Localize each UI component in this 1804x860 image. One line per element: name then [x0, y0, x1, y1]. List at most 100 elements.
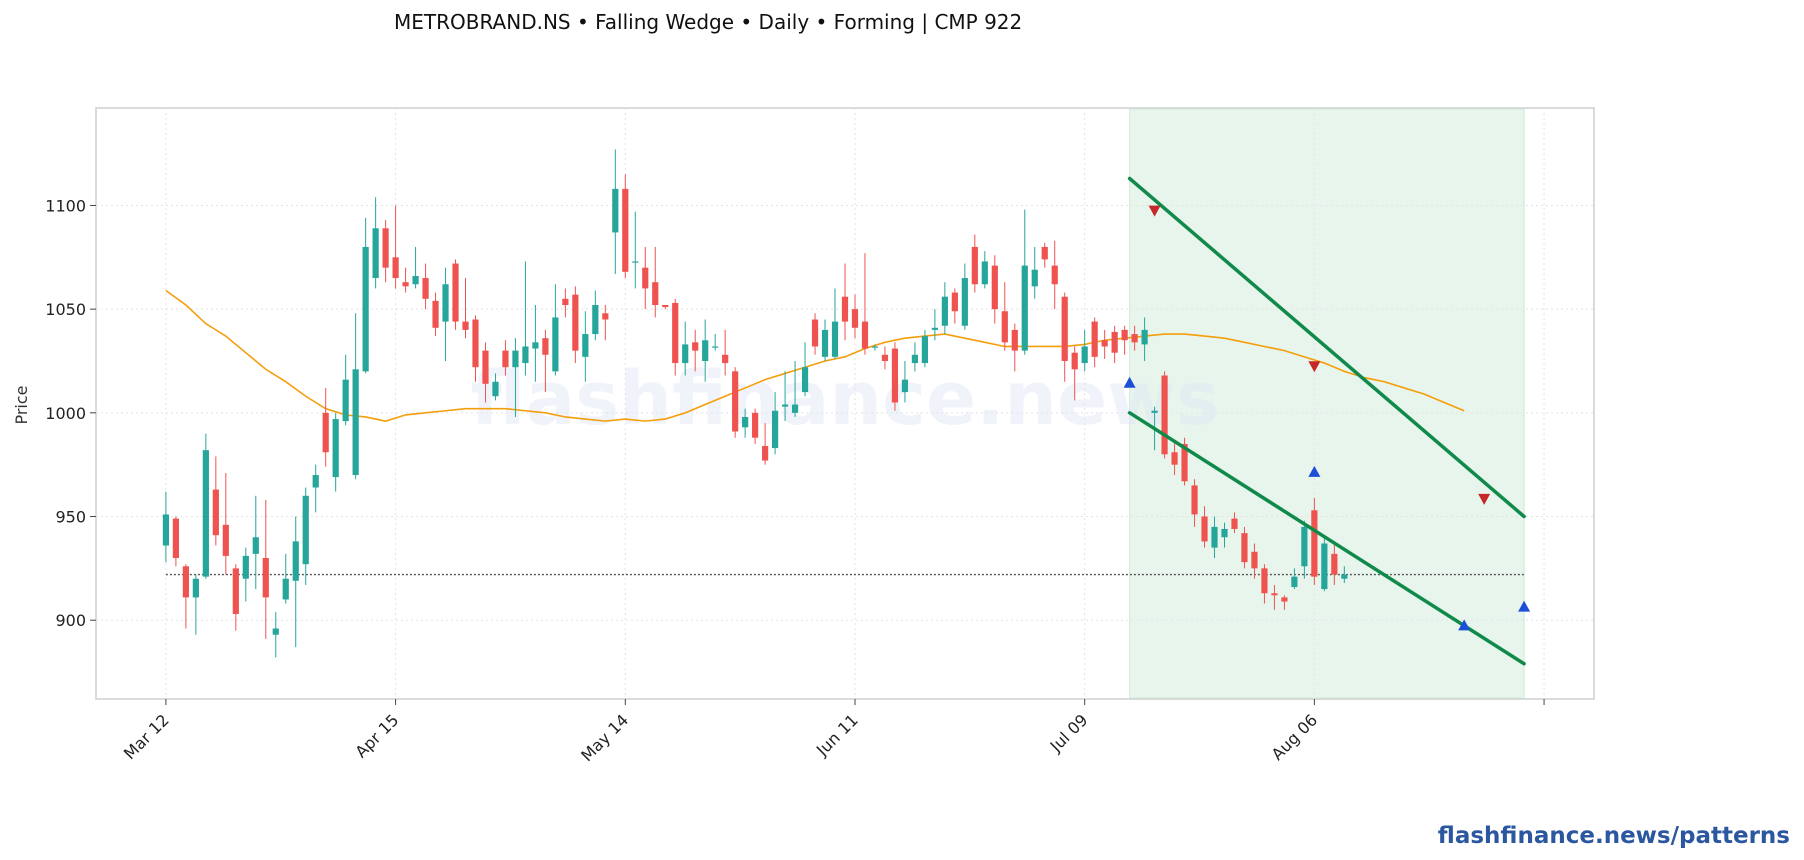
- candle-body: [1061, 296, 1068, 361]
- candle-body: [1281, 597, 1288, 602]
- watermark: flashfinance.news: [470, 356, 1219, 442]
- x-tick-label: Apr 15: [351, 710, 402, 761]
- candle-body: [372, 228, 379, 279]
- candle-body: [442, 284, 449, 322]
- candle-body: [891, 348, 899, 403]
- candle-body: [332, 419, 339, 478]
- candle-body: [971, 246, 978, 285]
- candle-body: [961, 278, 968, 326]
- candle-body: [682, 344, 689, 364]
- candle-body: [1261, 568, 1268, 594]
- candle-body: [582, 334, 589, 357]
- candle-body: [242, 555, 249, 579]
- candle-body: [672, 302, 679, 364]
- trendline-lower: [1127, 411, 1526, 666]
- candle-body: [951, 292, 958, 312]
- candle-body: [632, 261, 639, 263]
- trough-marker: [1308, 465, 1321, 477]
- candle-body: [881, 354, 889, 361]
- candle-body: [282, 578, 289, 600]
- candle-body: [1241, 533, 1248, 563]
- candle-body: [312, 475, 319, 488]
- candle-body: [1191, 485, 1198, 515]
- candle-body: [921, 336, 928, 364]
- candle-body: [1071, 352, 1078, 370]
- candle-body: [712, 346, 719, 348]
- candle-body: [1141, 329, 1148, 345]
- y-tick-label: 950: [55, 508, 86, 527]
- candle-body: [262, 557, 269, 598]
- candle-body: [941, 296, 948, 326]
- candle-body: [742, 416, 749, 428]
- y-tick-label: 1100: [45, 196, 86, 215]
- footer-link[interactable]: flashfinance.news/patterns: [1438, 823, 1790, 849]
- candle-body: [911, 354, 919, 364]
- candle-body: [272, 628, 279, 635]
- candle-body: [362, 246, 369, 372]
- candle-body: [692, 342, 699, 351]
- candle-body: [522, 346, 529, 364]
- candle-body: [532, 342, 539, 349]
- candle-body: [652, 282, 659, 305]
- candle-body: [1291, 576, 1298, 588]
- candle-body: [252, 537, 259, 554]
- candle-body: [512, 350, 519, 368]
- candle-body: [1181, 443, 1188, 482]
- candle-body: [342, 379, 349, 422]
- candle-body: [1021, 265, 1028, 351]
- peak-marker: [1308, 361, 1321, 373]
- candle-body: [702, 340, 709, 361]
- candle-body: [1331, 553, 1338, 575]
- candle-body: [412, 275, 419, 285]
- candle-body: [1111, 331, 1118, 353]
- candle-body: [502, 350, 509, 368]
- candle-body: [771, 410, 779, 449]
- candle-body: [831, 321, 839, 357]
- candle-body: [1081, 346, 1088, 364]
- x-tick-label: Aug 06: [1268, 710, 1322, 764]
- candle-body: [1311, 510, 1318, 577]
- candle-body: [732, 371, 739, 432]
- candle-body: [222, 524, 229, 556]
- candle-body: [811, 319, 819, 347]
- candle-body: [781, 404, 789, 407]
- candle-body: [1321, 543, 1328, 590]
- candle-body: [1271, 593, 1278, 596]
- y-tick-label: 900: [55, 611, 86, 630]
- candle-body: [182, 566, 189, 598]
- candle-body: [202, 450, 209, 577]
- candle-body: [162, 514, 170, 546]
- candle-body: [172, 518, 179, 558]
- candle-body: [1031, 269, 1038, 287]
- candle-body: [552, 317, 559, 372]
- candle-body: [232, 568, 239, 614]
- candle-body: [462, 321, 469, 330]
- y-tick-label: 1000: [45, 404, 86, 423]
- candle-body: [472, 319, 479, 368]
- pattern-zone: [1129, 108, 1525, 699]
- candle-body: [901, 379, 909, 393]
- candle-body: [1251, 551, 1258, 569]
- candle-body: [1171, 452, 1178, 465]
- x-tick-label: Jun 11: [812, 710, 862, 760]
- candle-body: [762, 446, 769, 461]
- candle-body: [212, 489, 219, 536]
- trough-marker: [1458, 619, 1471, 631]
- candle-body: [861, 321, 869, 349]
- trendline-upper: [1127, 176, 1526, 519]
- candle-body: [1011, 329, 1018, 351]
- candle-body: [821, 329, 829, 357]
- candle-body: [1001, 311, 1008, 343]
- candle-body: [392, 257, 399, 279]
- candle-body: [1101, 340, 1108, 347]
- candle-body: [302, 495, 309, 565]
- candle-body: [1341, 574, 1348, 579]
- candle-body: [871, 346, 879, 348]
- trough-marker: [1518, 600, 1531, 612]
- candle-body: [572, 294, 579, 351]
- y-axis-label: Price: [12, 385, 31, 424]
- candle-body: [562, 298, 569, 305]
- candle-body: [322, 412, 329, 453]
- candle-body: [492, 381, 499, 397]
